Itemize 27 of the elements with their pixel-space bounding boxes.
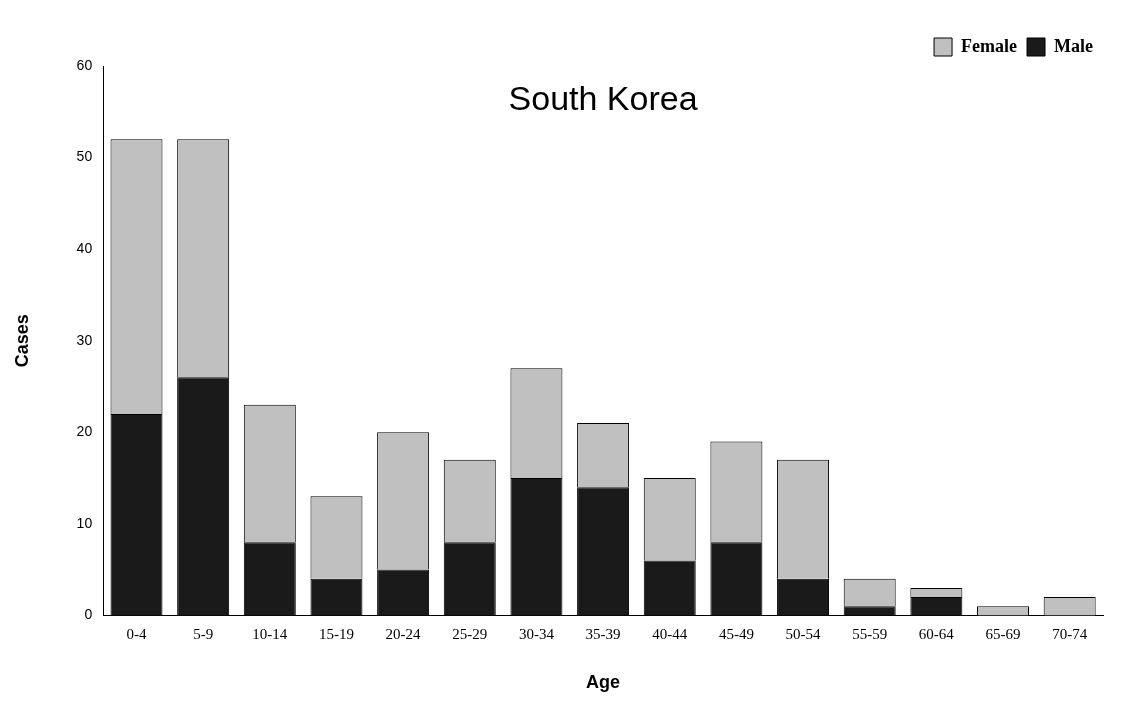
y-tick-label: 10 bbox=[76, 514, 93, 531]
x-tick-label: 20-24 bbox=[385, 626, 422, 643]
x-tick-label: 65-69 bbox=[985, 626, 1021, 643]
x-tick-label: 70-74 bbox=[1052, 626, 1088, 643]
y-tick-label: 50 bbox=[76, 148, 93, 165]
x-tick-label: 60-64 bbox=[918, 626, 955, 643]
x-axis-title: Age bbox=[586, 672, 621, 693]
x-tick-label: 35-39 bbox=[585, 626, 621, 643]
x-tick-label: 40-44 bbox=[652, 626, 688, 643]
y-tick-label: 30 bbox=[76, 331, 93, 348]
x-tick-label: 10-14 bbox=[252, 626, 288, 643]
x-tick-label: 15-19 bbox=[318, 626, 354, 643]
chart-title: South Korea bbox=[508, 79, 698, 118]
legend-label: Female bbox=[961, 35, 1018, 56]
y-tick-label: 40 bbox=[76, 239, 93, 256]
x-tick-label: 30-34 bbox=[518, 626, 555, 643]
x-tick-label: 0-4 bbox=[126, 626, 147, 643]
y-tick-label: 20 bbox=[76, 423, 93, 440]
y-tick-label: 60 bbox=[76, 56, 93, 73]
x-tick-label: 50-54 bbox=[785, 626, 822, 643]
x-tick-label: 5-9 bbox=[193, 626, 214, 643]
x-tick-label: 45-49 bbox=[718, 626, 754, 643]
x-tick-label: 55-59 bbox=[852, 626, 888, 643]
y-tick-label: 0 bbox=[84, 606, 93, 623]
y-axis-title: Cases bbox=[11, 314, 32, 368]
x-tick-label: 25-29 bbox=[452, 626, 488, 643]
legend-label: Male bbox=[1054, 35, 1094, 56]
